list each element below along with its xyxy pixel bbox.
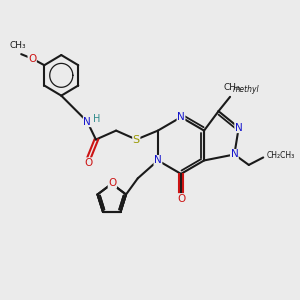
Text: N: N bbox=[177, 112, 185, 122]
Text: O: O bbox=[85, 158, 93, 168]
Text: O: O bbox=[28, 54, 36, 64]
Text: CH₃: CH₃ bbox=[9, 41, 26, 50]
Text: N: N bbox=[154, 155, 162, 166]
Text: N: N bbox=[235, 123, 243, 133]
Text: CH₂CH₃: CH₂CH₃ bbox=[267, 151, 295, 160]
Text: O: O bbox=[108, 178, 116, 188]
Text: CH₃: CH₃ bbox=[223, 83, 240, 92]
Text: N: N bbox=[83, 117, 91, 127]
Text: methyl: methyl bbox=[232, 85, 259, 94]
Text: O: O bbox=[177, 194, 185, 204]
Text: N: N bbox=[230, 149, 238, 160]
Text: H: H bbox=[93, 114, 100, 124]
Text: S: S bbox=[133, 134, 140, 145]
